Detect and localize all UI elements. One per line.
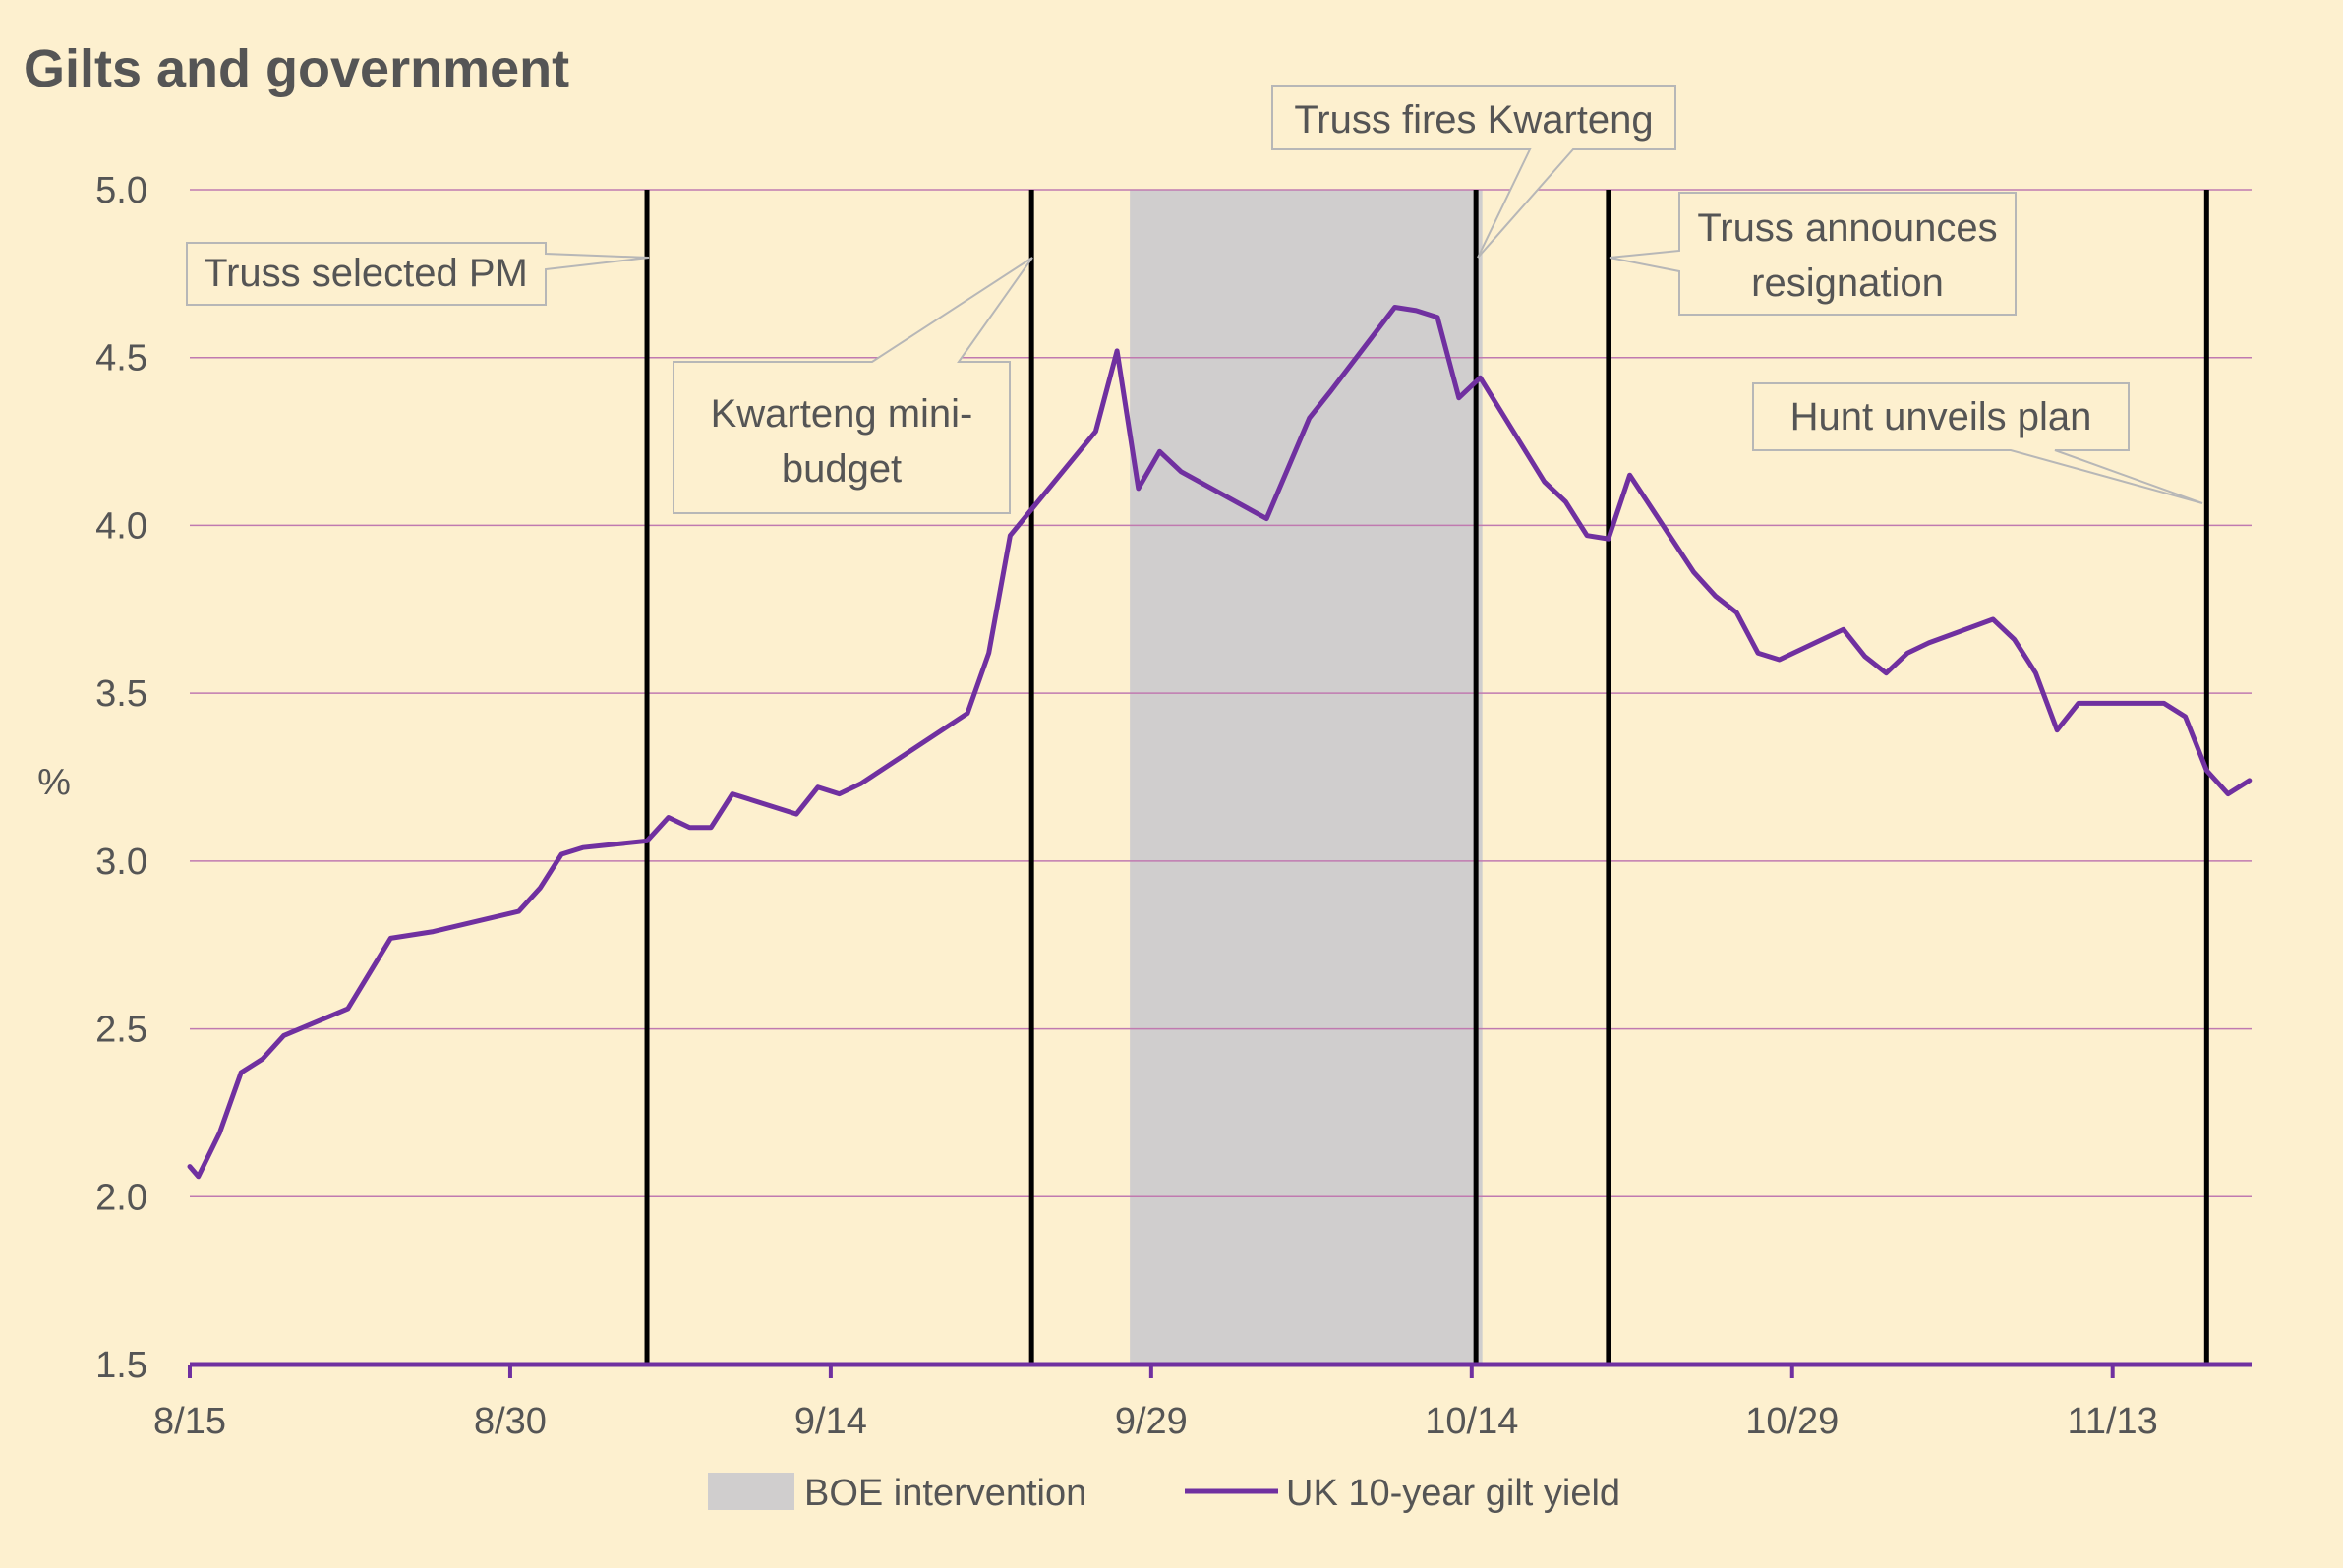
legend-boe-label: BOE intervention	[804, 1473, 1086, 1514]
annotation-kwarteng-line1: Kwarteng mini-	[711, 392, 973, 436]
callout-box	[1271, 85, 1676, 259]
x-tick-label: 10/29	[1745, 1401, 1839, 1442]
annotation-kwarteng-line2: budget	[782, 447, 902, 491]
x-tick-label: 8/15	[153, 1401, 226, 1442]
x-tick-labels: 8/15 8/30 9/14 9/29 10/14 10/29 11/13	[153, 1401, 2158, 1442]
y-axis-label: %	[37, 762, 71, 803]
x-tick-label: 8/30	[474, 1401, 547, 1442]
annotation-resign-line1: Truss announces	[1697, 206, 1997, 250]
y-tick-label: 4.5	[95, 338, 147, 379]
annotation-hunt-unveils-plan: Hunt unveils plan	[1790, 395, 2092, 438]
callout-truss-selected-pm: Truss selected PM	[186, 242, 650, 306]
series-line-uk-10-year-gilt-yield	[187, 305, 2253, 1180]
y-tick-label: 2.5	[95, 1010, 147, 1051]
callout-hunt-unveils-plan: Hunt unveils plan	[1752, 382, 2203, 504]
annotation-resign-line2: resignation	[1751, 261, 1944, 305]
legend-boe-swatch	[708, 1473, 794, 1510]
annotation-truss-selected-pm: Truss selected PM	[204, 252, 528, 295]
callout-box	[1609, 192, 2017, 316]
boe-shade-layer	[1130, 190, 1483, 1365]
y-tick-label: 2.0	[95, 1177, 147, 1218]
x-tick-label: 9/29	[1115, 1401, 1188, 1442]
legend: BOE intervention UK 10-year gilt yield	[708, 1473, 1620, 1514]
callout-kwarteng-mini-budget: Kwarteng mini- budget	[673, 257, 1033, 514]
y-tick-label: 1.5	[95, 1345, 147, 1386]
y-tick-labels: 1.5 2.0 2.5 3.0 3.5 4.0 4.5 5.0	[95, 170, 147, 1386]
y-tick-label: 5.0	[95, 170, 147, 211]
y-tick-label: 3.5	[95, 673, 147, 715]
legend-series-label: UK 10-year gilt yield	[1286, 1473, 1620, 1514]
boe-intervention-region	[1130, 190, 1483, 1365]
series-layer	[187, 305, 2253, 1180]
callout-box	[186, 242, 650, 306]
event-lines	[644, 190, 2209, 1365]
callout-truss-resignation: Truss announces resignation	[1609, 192, 2017, 316]
x-tick-label: 11/13	[2068, 1401, 2158, 1442]
chart-title: Gilts and government	[24, 39, 569, 98]
x-tick-label: 9/14	[794, 1401, 867, 1442]
annotation-truss-fires-kwarteng: Truss fires Kwarteng	[1294, 98, 1653, 142]
x-axis	[188, 1362, 2252, 1378]
y-tick-label: 4.0	[95, 505, 147, 547]
x-tick-label: 10/14	[1425, 1401, 1518, 1442]
callout-box	[673, 257, 1033, 514]
callout-truss-fires-kwarteng: Truss fires Kwarteng	[1271, 85, 1676, 259]
callout-box	[1752, 382, 2203, 504]
gridlines	[190, 189, 2252, 1198]
y-tick-label: 3.0	[95, 842, 147, 883]
